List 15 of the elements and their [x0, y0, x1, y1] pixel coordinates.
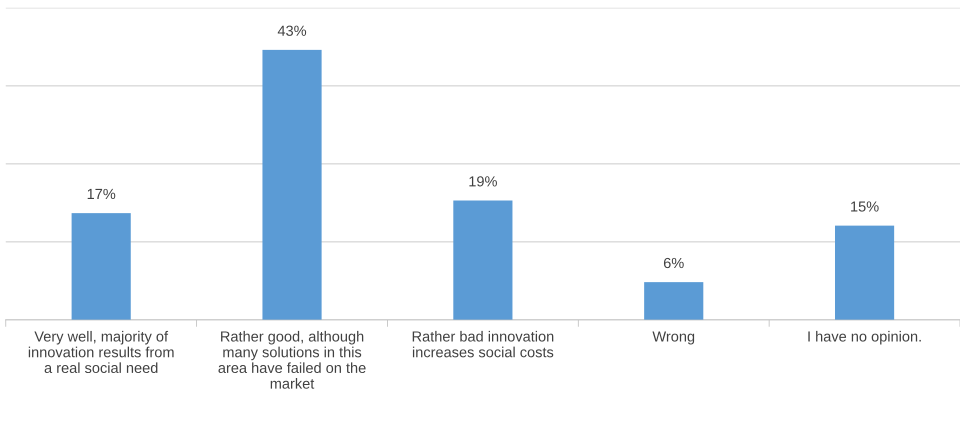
x-tick-label: Wrong	[652, 331, 694, 345]
x-tick-label: Very well, majority of innovation results from a real social need	[28, 330, 174, 374]
data-label: 43%	[278, 26, 306, 36]
data-label: 6%	[664, 258, 684, 268]
bar	[453, 200, 512, 320]
x-tick-label: I have no opinion.	[808, 330, 921, 345]
data-label: 17%	[88, 188, 116, 200]
bar	[72, 213, 131, 320]
data-label: 19%	[469, 176, 497, 187]
bar	[834, 226, 894, 320]
x-tick-label: Rather good, although many solutions in this area have failed on the market	[218, 330, 366, 389]
bar	[262, 50, 322, 320]
bar	[644, 282, 704, 320]
data-label: 15%	[851, 201, 879, 212]
x-tick-label: Rather bad innovation increases social costs	[412, 330, 554, 358]
